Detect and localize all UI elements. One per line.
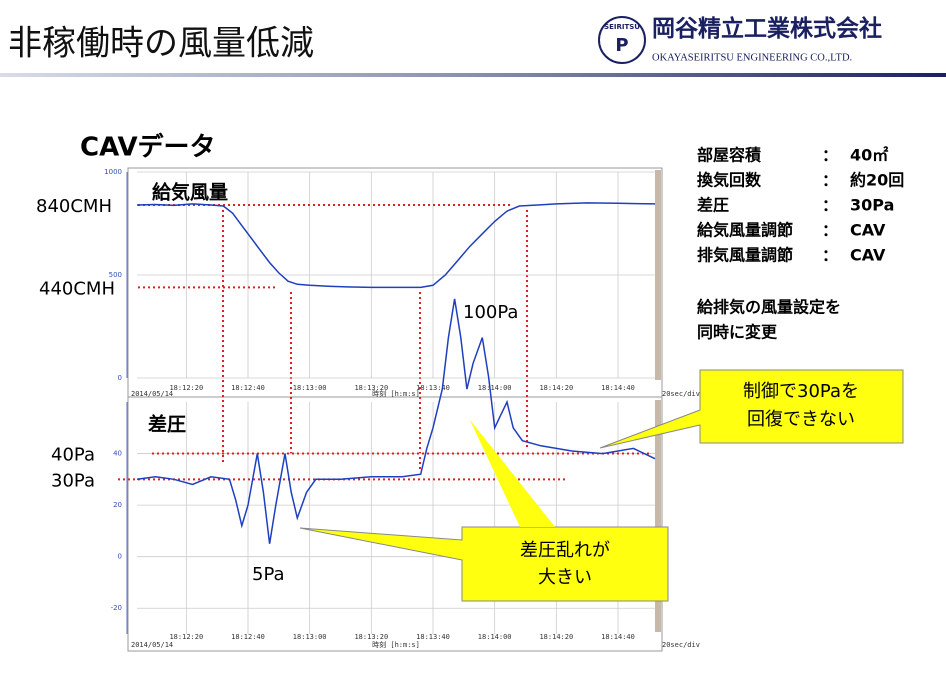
company: 岡谷精立工業株式会社 [652, 15, 882, 42]
info-label: 給気風量調節 [697, 221, 793, 240]
y-tick-label: 20 [113, 501, 122, 509]
reference-label: 30Pa [51, 470, 95, 491]
y-tick-label: 1000 [104, 168, 122, 176]
chart-edge [655, 400, 661, 632]
info-colon: ： [822, 196, 838, 215]
header-rule [0, 73, 946, 77]
logo-text: SEIRITSU [604, 23, 640, 31]
x-tick-label: 18:13:00 [293, 384, 327, 392]
x-tick-label: 18:13:20 [354, 384, 388, 392]
x-tick-label: 18:12:40 [231, 633, 265, 641]
callout-box [299, 526, 669, 602]
callout-box [599, 369, 904, 449]
chart-edge [655, 170, 661, 380]
info-note: 同時に変更 [697, 323, 778, 342]
callout-text: 回復できない [747, 409, 855, 430]
x-tick-label: 18:14:00 [478, 384, 512, 392]
x-tick-label: 18:13:40 [416, 633, 450, 641]
date-label: 2014/05/14 [131, 390, 173, 398]
annotation: 5Pa [252, 564, 285, 585]
subtitle: CAVデータ [80, 132, 216, 163]
y-tick-label: 40 [113, 450, 122, 458]
info-value: 40㎡ [850, 146, 888, 165]
date-label: 2014/05/14 [131, 641, 173, 649]
chart-frame [127, 396, 663, 652]
title: 非稼働時の風量低減 [8, 24, 314, 64]
info-value: 30Pa [850, 196, 894, 215]
x-tick-label: 18:12:40 [231, 384, 265, 392]
reference-label: 840CMH [36, 196, 112, 217]
charts: 18:12:20 18:12:40 18:13:00 18:13:20 18:13:40… [36, 167, 700, 652]
y-tick-label: 0 [118, 553, 122, 561]
logo-letter: P [615, 35, 628, 56]
x-axis-label: 時刻 [h:m:s] [372, 389, 420, 398]
reference-label: 440CMH [39, 278, 115, 299]
callout-text: 差圧乱れが [520, 540, 610, 561]
x-tick-label: 18:14:00 [478, 633, 512, 641]
x-tick-label: 18:12:20 [169, 633, 203, 641]
scale-label: 20sec/div [662, 390, 700, 398]
company-en: OKAYASEIRITSU ENGINEERING CO.,LTD. [652, 52, 852, 63]
y-tick-label: 500 [109, 271, 122, 279]
info-value: 約20回 [850, 171, 904, 190]
reference-label: 40Pa [51, 445, 95, 466]
x-tick-label: 18:13:40 [416, 384, 450, 392]
x-tick-label: 18:13:20 [354, 633, 388, 641]
x-axis-label: 時刻 [h:m:s] [372, 640, 420, 649]
info-colon: ： [822, 221, 838, 240]
info-colon: ： [822, 171, 838, 190]
callout-text: 大きい [538, 567, 592, 588]
x-tick-label: 18:14:40 [601, 633, 635, 641]
callout-tail [470, 420, 555, 527]
info-colon: ： [822, 146, 838, 165]
chart-title: 差圧 [148, 413, 186, 436]
x-tick-label: 18:14:20 [539, 384, 573, 392]
info-note: 給排気の風量設定を [697, 298, 841, 317]
callout-text: 制御で30Paを [743, 381, 859, 402]
info-label: 換気回数 [697, 171, 762, 190]
y-tick-label: 0 [118, 374, 122, 382]
scale-label: 20sec/div [662, 641, 700, 649]
info-value: CAV [850, 246, 886, 265]
info-label: 部屋容積 [697, 146, 762, 165]
y-tick-label: -20 [111, 604, 122, 612]
data-line [136, 298, 656, 544]
info-value: CAV [850, 221, 886, 240]
info-label: 排気風量調節 [697, 246, 793, 265]
info-label: 差圧 [697, 196, 729, 215]
x-tick-label: 18:14:20 [539, 633, 573, 641]
x-tick-label: 18:12:20 [169, 384, 203, 392]
x-tick-label: 18:13:00 [293, 633, 327, 641]
chart-title: 給気風量 [152, 181, 228, 204]
x-tick-label: 18:14:40 [601, 384, 635, 392]
logo-circle [598, 16, 646, 64]
data-line [136, 202, 656, 289]
annotation: 100Pa [463, 302, 518, 323]
info-colon: ： [822, 246, 838, 265]
event-lines [222, 210, 528, 470]
